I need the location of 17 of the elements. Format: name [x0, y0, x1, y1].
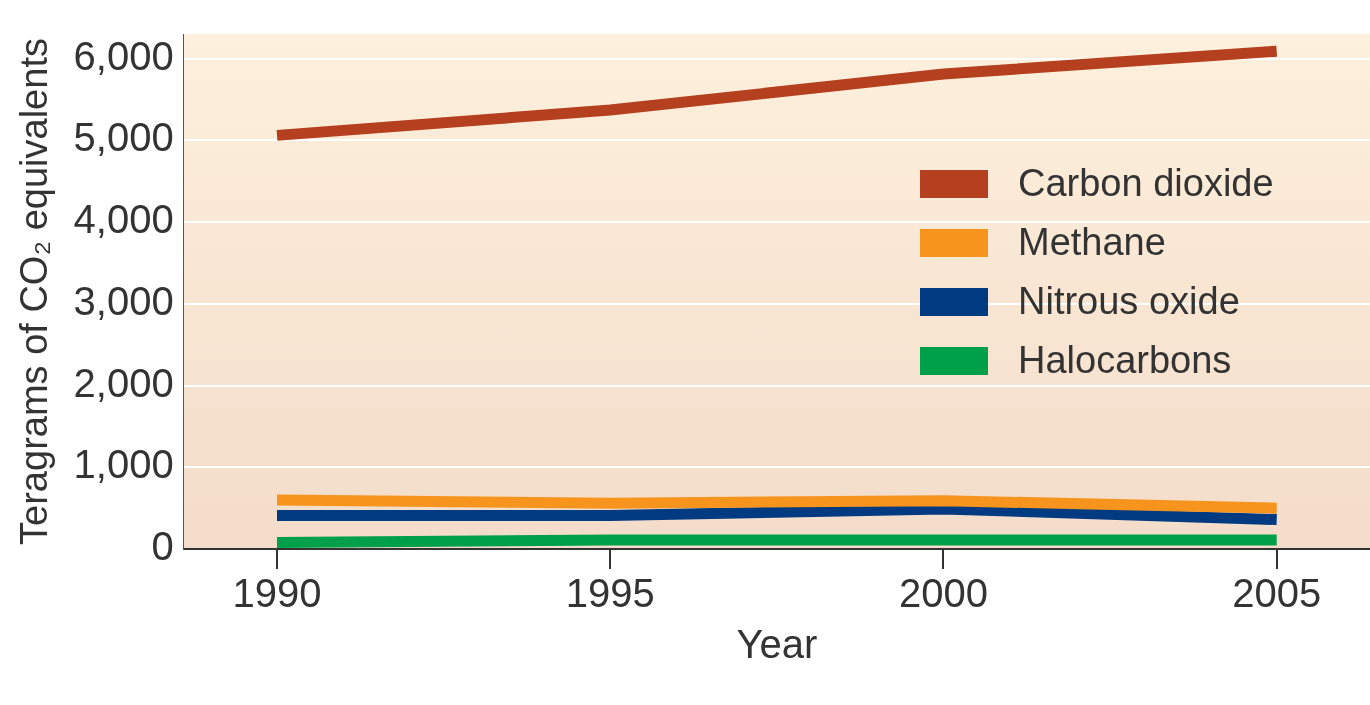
legend-label: Methane — [1018, 221, 1166, 264]
y-tick-label: 3,000 — [73, 278, 174, 323]
y-tick-label: 4,000 — [73, 197, 174, 242]
y-axis-title: Teragrams of CO₂ equivalents — [13, 38, 56, 545]
legend-label: Halocarbons — [1018, 339, 1232, 382]
x-tick-label: 2005 — [1232, 571, 1322, 616]
legend-label: Nitrous oxide — [1018, 280, 1240, 323]
x-tick-label: 2000 — [898, 571, 988, 616]
y-tick-label: 5,000 — [73, 115, 174, 160]
x-tick-label: 1995 — [565, 571, 655, 616]
y-tick-label: 2,000 — [73, 360, 174, 405]
y-tick-label: 1,000 — [73, 442, 174, 487]
y-tick-label: 0 — [151, 524, 174, 569]
x-tick-label: 1990 — [232, 571, 322, 616]
y-tick-label: 6,000 — [73, 33, 174, 78]
x-axis-title: Year — [736, 622, 818, 667]
legend-label: Carbon dioxide — [1018, 162, 1274, 205]
